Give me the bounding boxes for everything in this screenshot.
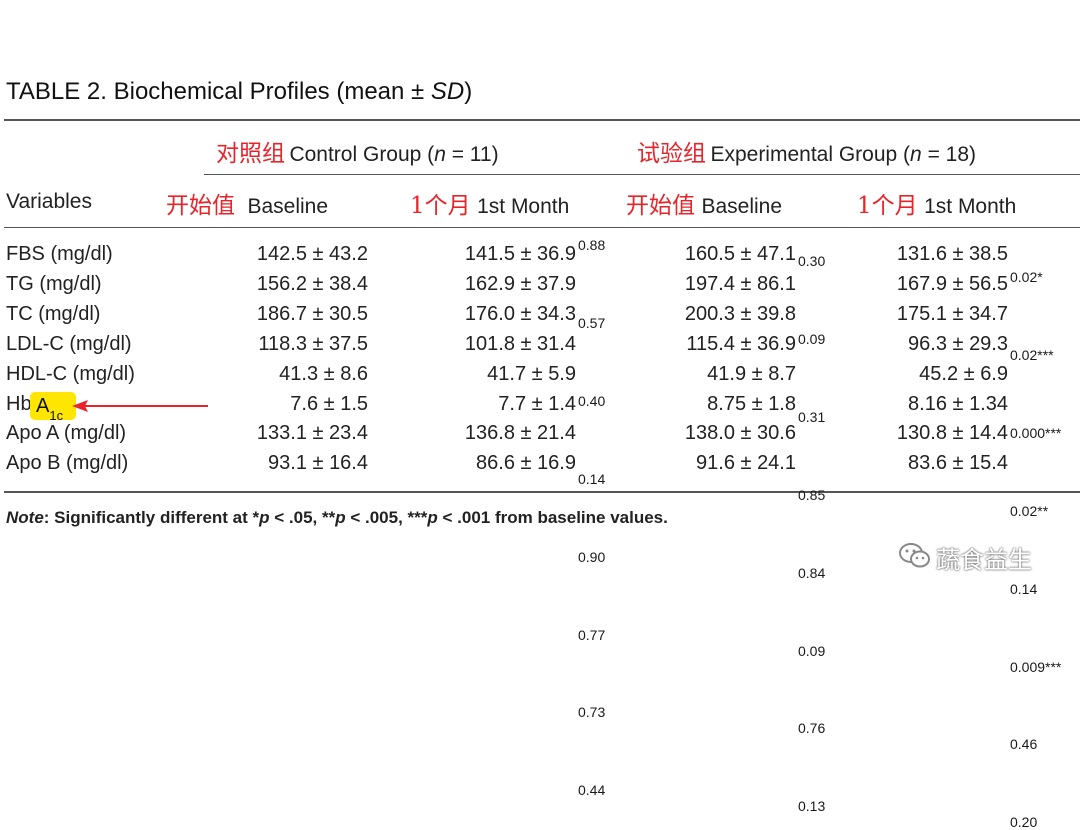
p-value: 0.09 [798, 331, 826, 347]
body-bottom-rule [4, 491, 1080, 493]
table-cell: 8.75 ± 1.8 [707, 393, 796, 415]
table-cell: 115.4 ± 36.9 [686, 333, 796, 355]
table-cell: 167.9 ± 56.5 [896, 273, 1008, 295]
hba1c-highlight [30, 392, 76, 420]
p-value: 0.02*** [1010, 347, 1054, 363]
p-value: 0.13 [798, 798, 826, 814]
table-cell: 41.7 ± 5.9 [487, 363, 576, 385]
p-value: 0.02** [1010, 503, 1049, 519]
row-label: Hb [6, 393, 32, 415]
table-cell: 156.2 ± 38.4 [256, 273, 368, 295]
table-cell: 7.7 ± 1.4 [498, 393, 576, 415]
p-value: 0.40 [578, 393, 606, 409]
table-cell: 130.8 ± 14.4 [896, 422, 1008, 444]
table-cell: 131.6 ± 38.5 [896, 243, 1008, 265]
table-cell: 142.5 ± 43.2 [256, 243, 368, 265]
row-label: LDL-C (mg/dl) [6, 333, 132, 355]
p-value: 0.009*** [1010, 659, 1062, 675]
p-value: 0.85 [798, 487, 826, 503]
p-value: 0.000*** [1010, 425, 1062, 441]
experimental-group-rule [630, 174, 1080, 175]
table-cell: 41.3 ± 8.6 [279, 363, 368, 385]
p-value: 0.30 [798, 253, 826, 269]
table-cell: 162.9 ± 37.9 [464, 273, 576, 295]
table-note: Note: Significantly different at *p < .0… [6, 508, 668, 527]
row-label: Apo A (mg/dl) [6, 422, 127, 444]
table-cell: 175.1 ± 34.7 [896, 303, 1008, 325]
p-value: 0.09 [798, 643, 826, 659]
table-cell: 93.1 ± 16.4 [268, 452, 368, 474]
watermark-text: 蔬食益生 [936, 546, 1032, 574]
table-cell: 41.9 ± 8.7 [707, 363, 796, 385]
row-label: FBS (mg/dl) [6, 243, 113, 265]
control-month-header: 1个月 1st Month [410, 193, 570, 219]
table-cell: 91.6 ± 24.1 [696, 452, 796, 474]
table-cell: 118.3 ± 37.5 [258, 333, 368, 355]
wechat-icon [898, 542, 932, 575]
table-cell: 45.2 ± 6.9 [919, 363, 1008, 385]
row-label: HDL-C (mg/dl) [6, 363, 135, 385]
table-cell: 186.7 ± 30.5 [256, 303, 368, 325]
experimental-group-header: 试验组 Experimental Group (n = 18) [637, 141, 977, 167]
p-value: 0.20 [1010, 814, 1038, 830]
row-label: Apo B (mg/dl) [6, 452, 129, 474]
p-value: 0.77 [578, 627, 606, 643]
table-cell: 136.8 ± 21.4 [464, 422, 576, 444]
table-cell: 200.3 ± 39.8 [684, 303, 796, 325]
p-value: 0.31 [798, 409, 826, 425]
p-value: 0.88 [578, 237, 606, 253]
table-cell: 176.0 ± 34.3 [464, 303, 576, 325]
p-value: 0.84 [798, 565, 826, 581]
arrow-icon [72, 400, 208, 412]
table-cell: 7.6 ± 1.5 [290, 393, 368, 415]
table-cell: 197.4 ± 86.1 [684, 273, 796, 295]
control-baseline-header: 开始值 Baseline [166, 193, 329, 219]
variables-header: Variables [6, 190, 92, 213]
p-value: 0.73 [578, 704, 606, 720]
p-value: 0.02* [1010, 269, 1043, 285]
row-label: TC (mg/dl) [6, 303, 101, 325]
table-cell: 96.3 ± 29.3 [908, 333, 1008, 355]
header-bottom-rule [4, 227, 1080, 228]
table-cell: 138.0 ± 30.6 [684, 422, 796, 444]
p-value: 0.14 [1010, 581, 1038, 597]
experimental-month-header: 1个月 1st Month [857, 193, 1017, 219]
table-cell: 8.16 ± 1.34 [908, 393, 1008, 415]
table-cell: 83.6 ± 15.4 [908, 452, 1008, 474]
table-cell: 133.1 ± 23.4 [256, 422, 368, 444]
p-value: 0.14 [578, 471, 606, 487]
row-label: TG (mg/dl) [6, 273, 102, 295]
table-cell: 86.6 ± 16.9 [476, 452, 576, 474]
table-cell: 160.5 ± 47.1 [684, 243, 796, 265]
top-rule [4, 119, 1080, 121]
p-value: 0.44 [578, 782, 606, 798]
control-group-header: 对照组 Control Group (n = 11) [216, 141, 499, 167]
experimental-baseline-header: 开始值 Baseline [626, 193, 783, 219]
hba1c-highlight-text: A1c [36, 395, 64, 423]
p-value: 0.57 [578, 315, 606, 331]
p-value: 0.90 [578, 549, 606, 565]
p-value: 0.46 [1010, 736, 1038, 752]
p-value: 0.76 [798, 720, 826, 736]
table-cell: 101.8 ± 31.4 [464, 333, 576, 355]
control-group-rule [204, 174, 634, 175]
table-cell: 141.5 ± 36.9 [464, 243, 576, 265]
table-title: TABLE 2. Biochemical Profiles (mean ± SD… [6, 78, 473, 105]
